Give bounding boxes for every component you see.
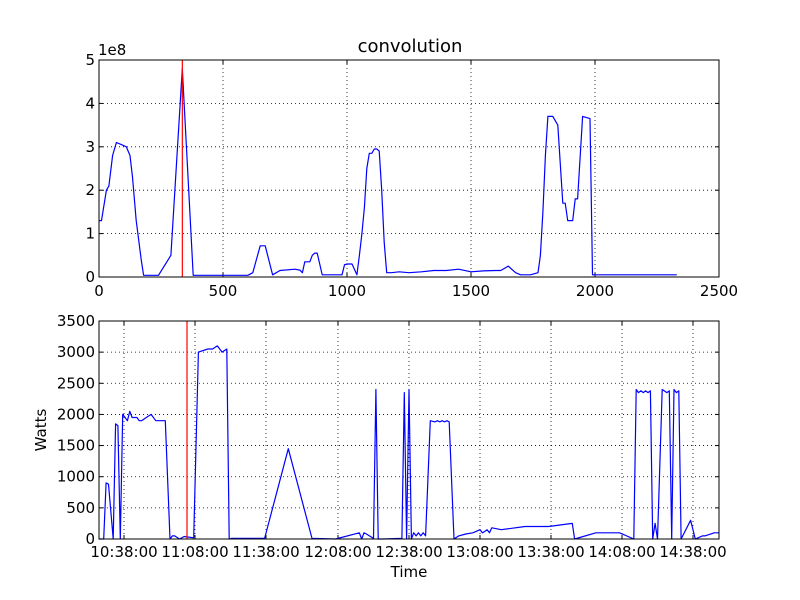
- x-tick-label: 2000: [576, 282, 614, 300]
- y-tick-label: 4: [85, 94, 95, 112]
- y-tick-label: 0: [85, 268, 95, 286]
- plot-frame: [98, 320, 720, 540]
- y-tick-label: 3500: [57, 312, 95, 330]
- y-tick-label: 1500: [57, 437, 95, 455]
- gridlines: [99, 60, 719, 277]
- x-tick-label: 13:08:00: [446, 543, 513, 561]
- x-tick-label: 12:08:00: [304, 543, 371, 561]
- x-tick-label: 11:08:00: [161, 543, 228, 561]
- x-tick-label: 1500: [452, 282, 490, 300]
- y-tick-label: 0: [85, 530, 95, 548]
- gridlines: [99, 321, 719, 539]
- series-line-convolution: [99, 68, 677, 276]
- y-tick-label: 500: [66, 499, 95, 517]
- chart-title: convolution: [358, 36, 463, 57]
- x-tick-labels: 10:38:00 11:08:00 11:38:00 12:08:00 12:38:00…: [90, 543, 726, 561]
- x-tick-label: 14:08:00: [588, 543, 655, 561]
- y-tick-label: 3: [85, 138, 95, 156]
- y-tick-label: 2000: [57, 405, 95, 423]
- y-tick-label: 5: [85, 51, 95, 69]
- y-tick-label: 1: [85, 225, 95, 243]
- x-tick-label: 500: [209, 282, 238, 300]
- plot-frame: [98, 59, 720, 278]
- y-tick-labels: 0 500 1000 1500 2000 2500 3000 3500: [57, 312, 95, 548]
- x-tick-label: 11:38:00: [232, 543, 299, 561]
- y-axis-label: Watts: [32, 409, 50, 452]
- y-tick-labels: 0 1 2 3 4 5: [85, 51, 95, 286]
- series-line-watts: [99, 345, 719, 540]
- y-tick-label: 2: [85, 181, 95, 199]
- x-tick-label: 1000: [328, 282, 366, 300]
- x-tick-labels: 0 500 1000 1500 2000 2500: [94, 282, 738, 300]
- y-tick-label: 1000: [57, 468, 95, 486]
- x-tick-label: 14:38:00: [659, 543, 726, 561]
- x-axis-label: Time: [390, 563, 428, 581]
- watts-subplot: 10:38:00 11:08:00 11:38:00 12:08:00 12:38:00…: [32, 312, 727, 581]
- y-tick-label: 2500: [57, 374, 95, 392]
- convolution-subplot: convolution 1e8 0 500 1000 1500 2000 2500 0 1 2…: [85, 36, 738, 300]
- x-tick-label: 0: [94, 282, 104, 300]
- y-tick-label: 3000: [57, 343, 95, 361]
- y-offset-label: 1e8: [98, 41, 126, 59]
- x-tick-label: 10:38:00: [90, 543, 157, 561]
- x-tick-label: 2500: [700, 282, 738, 300]
- x-tick-label: 13:38:00: [517, 543, 584, 561]
- x-tick-label: 12:38:00: [375, 543, 442, 561]
